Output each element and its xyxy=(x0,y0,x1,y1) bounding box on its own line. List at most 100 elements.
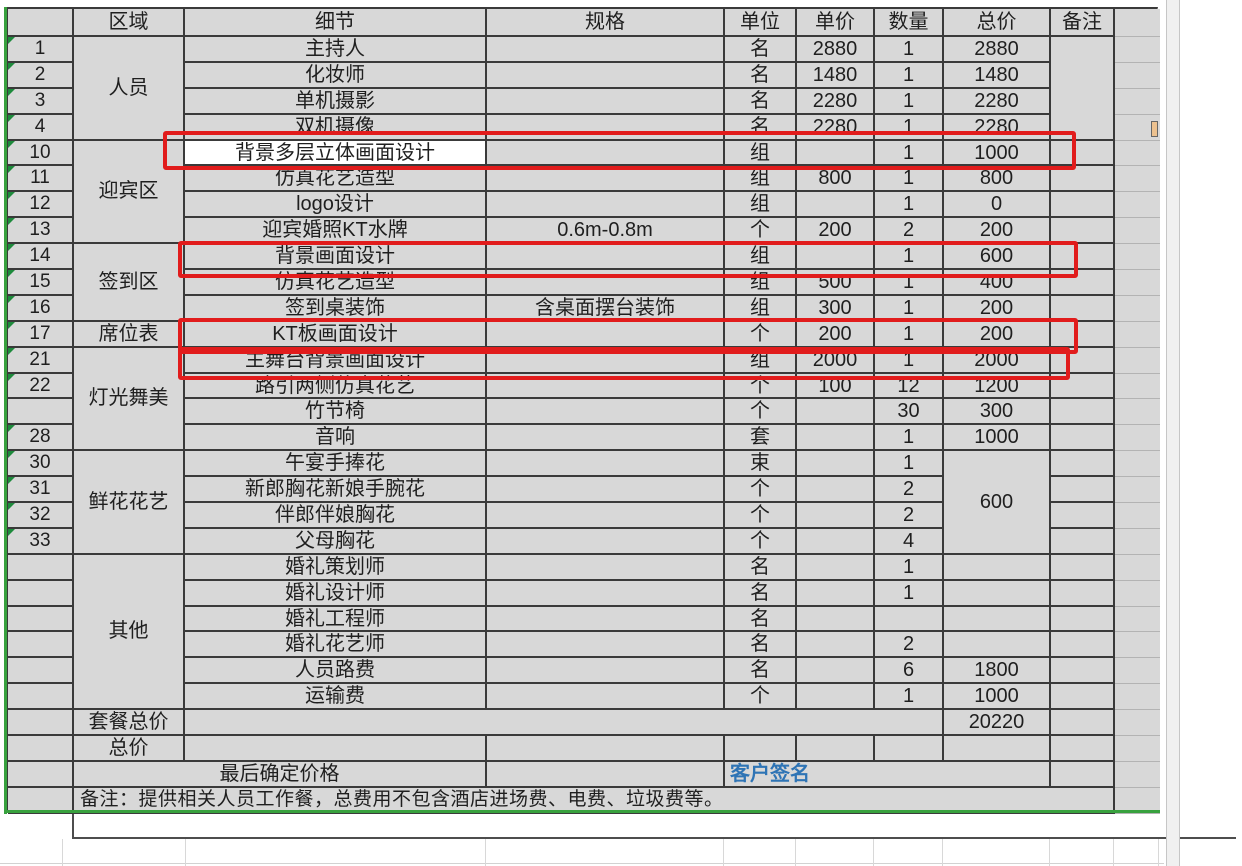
table-cell[interactable] xyxy=(487,451,725,478)
table-cell[interactable]: 束 xyxy=(725,451,797,478)
table-cell[interactable]: 婚礼花艺师 xyxy=(185,632,487,659)
table-cell[interactable] xyxy=(797,632,875,659)
table-cell[interactable] xyxy=(1115,554,1160,581)
row-number-cell[interactable]: 30 xyxy=(8,451,74,478)
table-cell[interactable] xyxy=(1051,321,1115,348)
row-number-cell[interactable]: 3 xyxy=(8,88,74,115)
row-number-cell[interactable]: 15 xyxy=(8,270,74,296)
pane-divider[interactable] xyxy=(1166,0,1180,866)
column-header-备注[interactable]: 备注 xyxy=(1051,9,1115,37)
table-cell[interactable] xyxy=(487,114,725,141)
table-cell[interactable] xyxy=(487,477,725,504)
row-number-cell[interactable] xyxy=(8,399,74,426)
table-cell[interactable] xyxy=(1115,528,1160,555)
table-cell[interactable]: 1 xyxy=(875,554,944,581)
table-cell[interactable] xyxy=(1051,477,1115,504)
table-cell[interactable]: 个 xyxy=(725,477,797,504)
table-cell[interactable] xyxy=(797,425,875,452)
table-cell[interactable] xyxy=(487,736,725,762)
table-cell[interactable]: 客户签名 xyxy=(725,761,1051,788)
table-cell[interactable]: 2880 xyxy=(944,37,1051,63)
table-cell[interactable] xyxy=(1115,451,1160,478)
table-cell[interactable]: 800 xyxy=(797,166,875,193)
table-cell[interactable] xyxy=(1051,192,1115,219)
table-cell[interactable]: 200 xyxy=(797,321,875,348)
table-cell[interactable]: 人员 xyxy=(74,37,185,141)
table-cell[interactable]: 音响 xyxy=(185,425,487,452)
table-cell[interactable] xyxy=(797,477,875,504)
column-header-总价[interactable]: 总价 xyxy=(944,9,1051,37)
table-cell[interactable]: 名 xyxy=(725,88,797,115)
table-cell[interactable]: 200 xyxy=(944,321,1051,348)
table-cell[interactable] xyxy=(1051,295,1115,322)
table-cell[interactable]: 1 xyxy=(875,580,944,607)
table-cell[interactable] xyxy=(487,192,725,219)
table-cell[interactable] xyxy=(797,554,875,581)
row-number-cell[interactable]: 22 xyxy=(8,373,74,400)
table-cell[interactable]: 个 xyxy=(725,684,797,711)
table-cell[interactable] xyxy=(797,684,875,711)
table-cell[interactable]: 2 xyxy=(875,477,944,504)
table-cell[interactable]: 背景多层立体画面设计 xyxy=(185,140,487,167)
table-cell[interactable]: 20220 xyxy=(944,710,1051,737)
table-cell[interactable]: 名 xyxy=(725,658,797,685)
table-cell[interactable] xyxy=(797,658,875,685)
table-cell[interactable]: 名 xyxy=(725,606,797,633)
annotation-box-row-10[interactable] xyxy=(163,131,1076,170)
table-cell[interactable] xyxy=(797,192,875,219)
table-cell[interactable]: 灯光舞美 xyxy=(74,347,185,452)
table-cell[interactable] xyxy=(487,62,725,89)
table-cell[interactable] xyxy=(944,580,1051,607)
table-cell[interactable] xyxy=(1115,347,1160,374)
table-cell[interactable]: 2 xyxy=(875,632,944,659)
table-cell[interactable]: 1 xyxy=(875,140,944,167)
annotation-box-row-21[interactable] xyxy=(178,347,1070,380)
table-cell[interactable]: 300 xyxy=(944,399,1051,426)
table-cell[interactable]: 1480 xyxy=(944,62,1051,89)
table-cell[interactable] xyxy=(1051,140,1115,167)
table-cell[interactable]: 婚礼策划师 xyxy=(185,554,487,581)
row-number-cell[interactable]: 32 xyxy=(8,503,74,529)
row-number-cell[interactable] xyxy=(8,684,74,711)
annotation-box-row-17[interactable] xyxy=(178,318,1078,354)
row-number-cell[interactable]: 4 xyxy=(8,114,74,141)
row-number-cell[interactable]: 13 xyxy=(8,218,74,245)
table-cell[interactable] xyxy=(797,606,875,633)
table-cell[interactable] xyxy=(1115,218,1160,245)
table-cell[interactable]: 1 xyxy=(875,321,944,348)
table-cell[interactable] xyxy=(487,554,725,581)
table-cell[interactable]: 套 xyxy=(725,425,797,452)
table-cell[interactable]: 1 xyxy=(875,425,944,452)
table-cell[interactable] xyxy=(944,736,1051,762)
table-cell[interactable] xyxy=(1051,710,1115,737)
table-cell[interactable]: 4 xyxy=(875,528,944,555)
table-cell[interactable] xyxy=(1115,244,1160,271)
table-cell[interactable]: 600 xyxy=(944,451,1051,555)
table-cell[interactable] xyxy=(875,736,944,762)
table-cell[interactable] xyxy=(1115,477,1160,504)
table-cell[interactable]: 1000 xyxy=(944,684,1051,711)
table-cell[interactable]: 最后确定价格 xyxy=(74,761,487,788)
table-cell[interactable] xyxy=(1115,684,1160,711)
table-cell[interactable]: 2 xyxy=(875,503,944,529)
table-cell[interactable] xyxy=(1051,218,1115,245)
table-cell[interactable] xyxy=(1115,787,1160,814)
table-cell[interactable] xyxy=(487,606,725,633)
table-cell[interactable] xyxy=(1115,373,1160,400)
table-cell[interactable] xyxy=(1115,425,1160,452)
table-cell[interactable]: 1 xyxy=(875,684,944,711)
table-cell[interactable]: 2880 xyxy=(797,37,875,63)
table-cell[interactable] xyxy=(1115,736,1160,762)
table-cell[interactable] xyxy=(487,166,725,193)
table-cell[interactable]: 名 xyxy=(725,37,797,63)
table-cell[interactable] xyxy=(1115,710,1160,737)
table-cell[interactable] xyxy=(1115,88,1160,115)
table-cell[interactable] xyxy=(1051,606,1115,633)
table-cell[interactable]: 名 xyxy=(725,632,797,659)
table-cell[interactable]: 名 xyxy=(725,580,797,607)
table-cell[interactable] xyxy=(487,684,725,711)
table-cell[interactable]: 1 xyxy=(875,192,944,219)
column-header-区域[interactable]: 区域 xyxy=(74,9,185,37)
row-number-cell[interactable]: 16 xyxy=(8,295,74,322)
table-cell[interactable] xyxy=(487,528,725,555)
